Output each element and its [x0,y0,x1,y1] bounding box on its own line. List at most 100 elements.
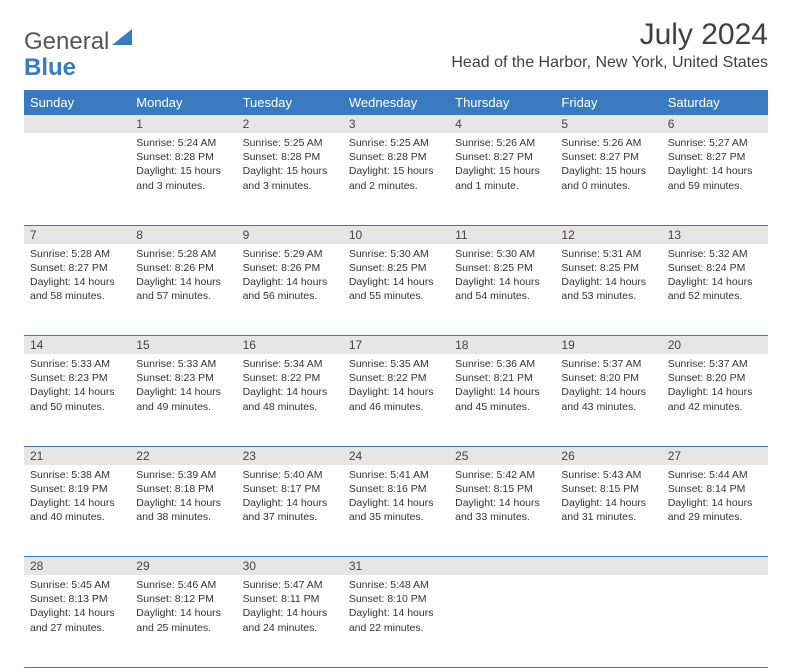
sunset-text: Sunset: 8:15 PM [455,482,549,496]
week-row: Sunrise: 5:45 AMSunset: 8:13 PMDaylight:… [24,575,768,667]
daylight-text: Daylight: 14 hours and 37 minutes. [243,496,337,524]
sunset-text: Sunset: 8:27 PM [668,150,762,164]
day-number-cell: 5 [555,115,661,133]
day-number-cell: 9 [237,225,343,244]
day-content: Sunrise: 5:46 AMSunset: 8:12 PMDaylight:… [130,575,236,641]
daylight-text: Daylight: 14 hours and 59 minutes. [668,164,762,192]
day-number-cell: 11 [449,225,555,244]
daylight-text: Daylight: 14 hours and 57 minutes. [136,275,230,303]
sunset-text: Sunset: 8:28 PM [243,150,337,164]
day-number-cell: 1 [130,115,236,133]
day-number-cell: 12 [555,225,661,244]
day-number-cell: 7 [24,225,130,244]
day-content: Sunrise: 5:35 AMSunset: 8:22 PMDaylight:… [343,354,449,420]
day-content: Sunrise: 5:38 AMSunset: 8:19 PMDaylight:… [24,465,130,531]
sunset-text: Sunset: 8:27 PM [455,150,549,164]
sunrise-text: Sunrise: 5:25 AM [243,136,337,150]
day-number-cell [24,115,130,133]
daylight-text: Daylight: 14 hours and 54 minutes. [455,275,549,303]
sunrise-text: Sunrise: 5:34 AM [243,357,337,371]
week-row: Sunrise: 5:38 AMSunset: 8:19 PMDaylight:… [24,465,768,557]
sunrise-text: Sunrise: 5:25 AM [349,136,443,150]
day-content: Sunrise: 5:33 AMSunset: 8:23 PMDaylight:… [130,354,236,420]
sunset-text: Sunset: 8:22 PM [243,371,337,385]
sunset-text: Sunset: 8:24 PM [668,261,762,275]
day-cell: Sunrise: 5:42 AMSunset: 8:15 PMDaylight:… [449,465,555,557]
daylight-text: Daylight: 14 hours and 46 minutes. [349,385,443,413]
day-cell: Sunrise: 5:48 AMSunset: 8:10 PMDaylight:… [343,575,449,667]
sunset-text: Sunset: 8:10 PM [349,592,443,606]
day-number-cell [555,557,661,576]
day-number-row: 28293031 [24,557,768,576]
day-cell [555,575,661,667]
daylight-text: Daylight: 14 hours and 58 minutes. [30,275,124,303]
daylight-text: Daylight: 14 hours and 35 minutes. [349,496,443,524]
day-cell: Sunrise: 5:24 AMSunset: 8:28 PMDaylight:… [130,133,236,225]
sunrise-text: Sunrise: 5:26 AM [561,136,655,150]
sunset-text: Sunset: 8:25 PM [561,261,655,275]
day-number-cell: 29 [130,557,236,576]
day-cell: Sunrise: 5:33 AMSunset: 8:23 PMDaylight:… [130,354,236,446]
day-cell: Sunrise: 5:44 AMSunset: 8:14 PMDaylight:… [662,465,768,557]
day-number-cell: 22 [130,446,236,465]
day-content: Sunrise: 5:28 AMSunset: 8:27 PMDaylight:… [24,244,130,310]
day-content: Sunrise: 5:39 AMSunset: 8:18 PMDaylight:… [130,465,236,531]
day-cell: Sunrise: 5:31 AMSunset: 8:25 PMDaylight:… [555,244,661,336]
logo-triangle-icon [112,24,132,52]
day-number-cell: 27 [662,446,768,465]
day-content: Sunrise: 5:48 AMSunset: 8:10 PMDaylight:… [343,575,449,641]
day-cell: Sunrise: 5:47 AMSunset: 8:11 PMDaylight:… [237,575,343,667]
logo-text-blue: Blue [24,54,76,81]
day-content: Sunrise: 5:31 AMSunset: 8:25 PMDaylight:… [555,244,661,310]
weekday-header: Sunday [24,90,130,115]
day-content: Sunrise: 5:41 AMSunset: 8:16 PMDaylight:… [343,465,449,531]
day-cell: Sunrise: 5:26 AMSunset: 8:27 PMDaylight:… [555,133,661,225]
daylight-text: Daylight: 14 hours and 55 minutes. [349,275,443,303]
daylight-text: Daylight: 14 hours and 45 minutes. [455,385,549,413]
sunrise-text: Sunrise: 5:26 AM [455,136,549,150]
day-content: Sunrise: 5:36 AMSunset: 8:21 PMDaylight:… [449,354,555,420]
day-cell: Sunrise: 5:35 AMSunset: 8:22 PMDaylight:… [343,354,449,446]
day-number-row: 21222324252627 [24,446,768,465]
day-content: Sunrise: 5:25 AMSunset: 8:28 PMDaylight:… [237,133,343,199]
day-content: Sunrise: 5:45 AMSunset: 8:13 PMDaylight:… [24,575,130,641]
day-cell: Sunrise: 5:36 AMSunset: 8:21 PMDaylight:… [449,354,555,446]
sunrise-text: Sunrise: 5:47 AM [243,578,337,592]
day-content: Sunrise: 5:37 AMSunset: 8:20 PMDaylight:… [662,354,768,420]
day-number-cell: 26 [555,446,661,465]
day-content: Sunrise: 5:44 AMSunset: 8:14 PMDaylight:… [662,465,768,531]
daylight-text: Daylight: 15 hours and 3 minutes. [243,164,337,192]
sunrise-text: Sunrise: 5:36 AM [455,357,549,371]
day-content: Sunrise: 5:27 AMSunset: 8:27 PMDaylight:… [662,133,768,199]
calendar-table: Sunday Monday Tuesday Wednesday Thursday… [24,90,768,668]
day-content: Sunrise: 5:47 AMSunset: 8:11 PMDaylight:… [237,575,343,641]
daylight-text: Daylight: 14 hours and 29 minutes. [668,496,762,524]
weekday-header: Friday [555,90,661,115]
day-cell: Sunrise: 5:25 AMSunset: 8:28 PMDaylight:… [237,133,343,225]
sunrise-text: Sunrise: 5:44 AM [668,468,762,482]
day-cell [662,575,768,667]
sunrise-text: Sunrise: 5:31 AM [561,247,655,261]
day-cell: Sunrise: 5:39 AMSunset: 8:18 PMDaylight:… [130,465,236,557]
sunrise-text: Sunrise: 5:45 AM [30,578,124,592]
day-cell: Sunrise: 5:33 AMSunset: 8:23 PMDaylight:… [24,354,130,446]
daylight-text: Daylight: 14 hours and 50 minutes. [30,385,124,413]
sunset-text: Sunset: 8:21 PM [455,371,549,385]
sunset-text: Sunset: 8:15 PM [561,482,655,496]
day-content: Sunrise: 5:30 AMSunset: 8:25 PMDaylight:… [343,244,449,310]
sunrise-text: Sunrise: 5:35 AM [349,357,443,371]
daylight-text: Daylight: 14 hours and 24 minutes. [243,606,337,634]
day-cell: Sunrise: 5:28 AMSunset: 8:26 PMDaylight:… [130,244,236,336]
day-content: Sunrise: 5:30 AMSunset: 8:25 PMDaylight:… [449,244,555,310]
week-row: Sunrise: 5:28 AMSunset: 8:27 PMDaylight:… [24,244,768,336]
day-number-cell: 19 [555,336,661,355]
daylight-text: Daylight: 14 hours and 52 minutes. [668,275,762,303]
day-number-cell [662,557,768,576]
sunrise-text: Sunrise: 5:33 AM [136,357,230,371]
day-content: Sunrise: 5:37 AMSunset: 8:20 PMDaylight:… [555,354,661,420]
day-content: Sunrise: 5:28 AMSunset: 8:26 PMDaylight:… [130,244,236,310]
day-content: Sunrise: 5:42 AMSunset: 8:15 PMDaylight:… [449,465,555,531]
day-number-cell: 14 [24,336,130,355]
sunset-text: Sunset: 8:25 PM [455,261,549,275]
daylight-text: Daylight: 15 hours and 0 minutes. [561,164,655,192]
